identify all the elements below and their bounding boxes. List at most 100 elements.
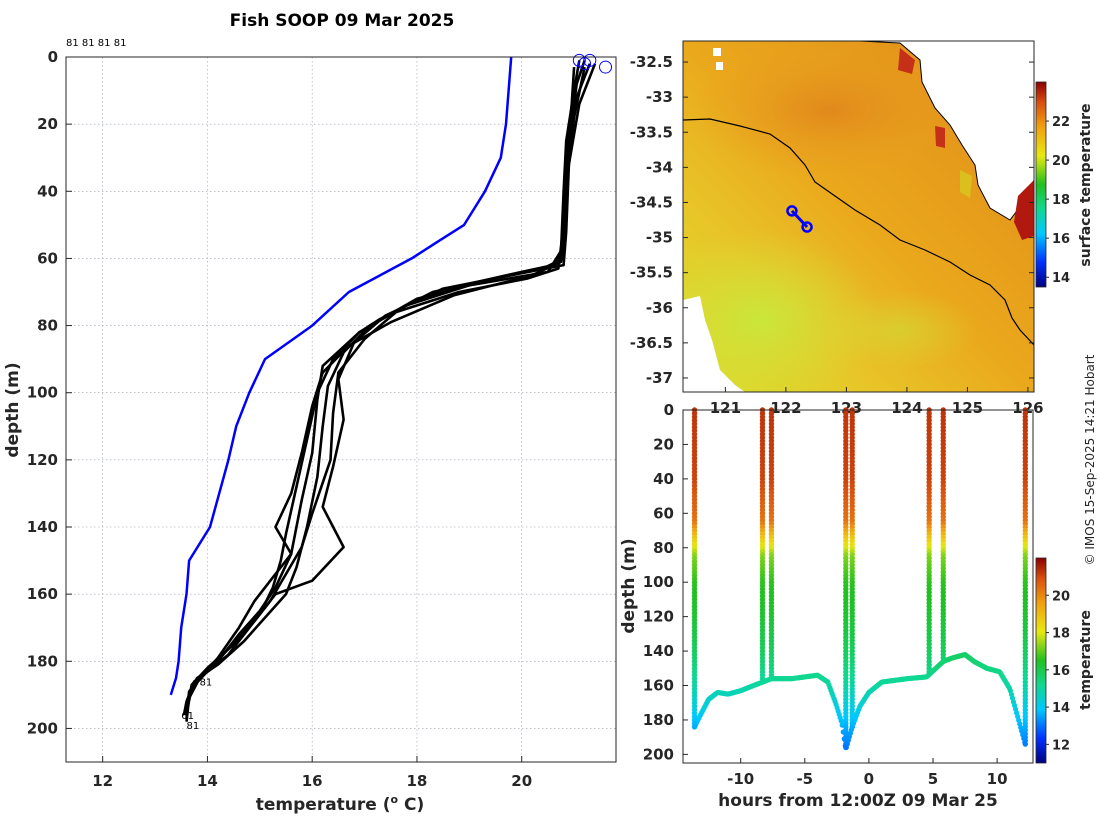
- cool-water-patch: [683, 230, 880, 392]
- time-depth-scatter: [691, 407, 1029, 751]
- surface-marker: [578, 57, 592, 71]
- sst-map: [683, 41, 1034, 392]
- td-x-tick-label: 10: [987, 770, 1008, 788]
- sst-colorbar-label: surface temperature: [1078, 103, 1094, 266]
- cast-point: [940, 658, 946, 665]
- warm-water-patch: [690, 41, 970, 180]
- map-x-tick-label: 122: [770, 399, 801, 417]
- cast-point: [691, 724, 698, 730]
- temperature-colorbar-ticks: 12 14 16 18 20: [1046, 589, 1070, 753]
- warm-coastal-water-3: [898, 48, 915, 74]
- map-axes-box: [682, 40, 1035, 393]
- sst-colorbar-tick-label: 14: [1052, 271, 1070, 286]
- x-tick-label: 12: [92, 772, 113, 790]
- x-tick-label: 18: [407, 772, 428, 790]
- left-yticks: 0 20 40 60 80 100 120 140 160 180 200: [27, 48, 72, 737]
- td-y-tick-label: 140: [643, 642, 674, 660]
- cast-point: [926, 669, 932, 675]
- map-y-tick-label: -32.5: [630, 53, 673, 71]
- temperature-colorbar-label: temperature: [1078, 610, 1094, 710]
- left-axes-box: [65, 56, 617, 763]
- map-y-tick-label: -36.5: [630, 334, 673, 352]
- track-point: [801, 221, 813, 233]
- td-x-tick-label: 5: [928, 770, 938, 788]
- map-x-tick-label: 124: [891, 399, 922, 417]
- td-x-tick-label: 0: [864, 770, 874, 788]
- track-point: [786, 205, 798, 217]
- map-y-tick-label: -36: [646, 299, 673, 317]
- imos-watermark: © IMOS 15-Sep-2025 14:21 Hobart: [1083, 354, 1097, 565]
- y-tick-label: 0: [48, 48, 58, 66]
- map-y-tick-label: -37: [646, 369, 673, 387]
- sst-colorbar-tick-label: 22: [1052, 115, 1070, 130]
- cloud-mask: [683, 296, 745, 392]
- profile-line: [185, 66, 586, 722]
- sst-colorbar-ticks: 14 16 18 20 22: [1046, 115, 1070, 286]
- time-depth-xlabel: hours from 12:00Z 09 Mar 25: [718, 791, 998, 811]
- td-y-tick-label: 160: [643, 677, 674, 695]
- y-tick-label: 20: [37, 115, 58, 133]
- temperature-colorbar: [1035, 557, 1047, 764]
- sst-colorbar-tick-label: 18: [1052, 193, 1070, 208]
- y-tick-label: 40: [37, 182, 58, 200]
- left-xlabel: temperature (o C): [256, 793, 425, 815]
- temp-colorbar-tick-label: 12: [1052, 738, 1070, 753]
- td-y-tick-label: 80: [653, 539, 674, 557]
- chart-title: Fish SOOP 09 Mar 2025: [230, 11, 455, 31]
- temp-colorbar-tick-label: 16: [1052, 664, 1070, 679]
- profile-line: [185, 63, 597, 716]
- cast-point: [843, 744, 849, 751]
- cool-coastal-water: [960, 170, 972, 198]
- cast-label: 81: [186, 721, 199, 732]
- left-series: [169, 53, 613, 722]
- map-y-tick-label: -34.5: [630, 193, 673, 211]
- td-y-tick-label: 180: [643, 711, 674, 729]
- sst-colorbar-tick-label: 16: [1052, 232, 1070, 247]
- temp-colorbar-tick-label: 18: [1052, 627, 1070, 642]
- left-xticks: 12 14 16 18 20: [92, 756, 532, 790]
- sst-colorbar: [1035, 81, 1047, 288]
- cast-point: [849, 724, 855, 730]
- map-xticks: 121122123124125126: [710, 387, 1044, 417]
- map-y-tick-label: -33.5: [630, 123, 673, 141]
- y-tick-label: 80: [37, 317, 58, 335]
- map-yticks: -32.5 -33 -33.5 -34 -34.5 -35 -35.5 -36 -36.5 -37: [630, 53, 1034, 387]
- map-y-tick-label: -34: [646, 158, 673, 176]
- profile-line: [182, 60, 581, 716]
- map-y-tick-label: -35: [646, 229, 673, 247]
- cool-water-patch-2: [820, 290, 980, 370]
- y-tick-label: 140: [27, 518, 58, 536]
- td-y-tick-label: 60: [653, 504, 674, 522]
- temp-colorbar-tick-label: 20: [1052, 589, 1070, 604]
- left-ylabel: depth (m): [3, 362, 23, 457]
- temp-colorbar-tick-label: 14: [1052, 701, 1070, 716]
- time-depth-yticks: 0 20 40 60 80 100 120 140 160 180 200: [643, 401, 688, 763]
- warm-coastal-water: [1014, 180, 1034, 240]
- x-tick-label: 14: [197, 772, 218, 790]
- y-tick-label: 180: [27, 652, 58, 670]
- warm-coastal-water-2: [935, 126, 945, 148]
- sst-colorbar-tick-label: 20: [1052, 154, 1070, 169]
- cast-point: [759, 679, 766, 685]
- climatology-line: [169, 56, 513, 696]
- x-tick-label: 20: [511, 772, 532, 790]
- td-y-tick-label: 120: [643, 608, 674, 626]
- profile-line: [185, 63, 592, 719]
- td-y-tick-label: 40: [653, 470, 674, 488]
- y-tick-label: 100: [27, 384, 58, 402]
- map-x-tick-label: 121: [710, 399, 741, 417]
- cast-label: 81: [200, 677, 213, 688]
- x-tick-label: 16: [302, 772, 323, 790]
- y-tick-label: 160: [27, 585, 58, 603]
- y-tick-label: 60: [37, 249, 58, 267]
- y-tick-label: 200: [27, 719, 58, 737]
- td-y-tick-label: 100: [643, 573, 674, 591]
- map-y-tick-label: -33: [646, 88, 673, 106]
- y-tick-label: 120: [27, 451, 58, 469]
- map-x-tick-label: 125: [952, 399, 983, 417]
- cloud-mask-3: [716, 62, 723, 70]
- time-depth-axes-box: [682, 409, 1034, 764]
- td-x-tick-label: -10: [727, 770, 754, 788]
- top-cast-labels: 81 81 81 81: [66, 38, 126, 49]
